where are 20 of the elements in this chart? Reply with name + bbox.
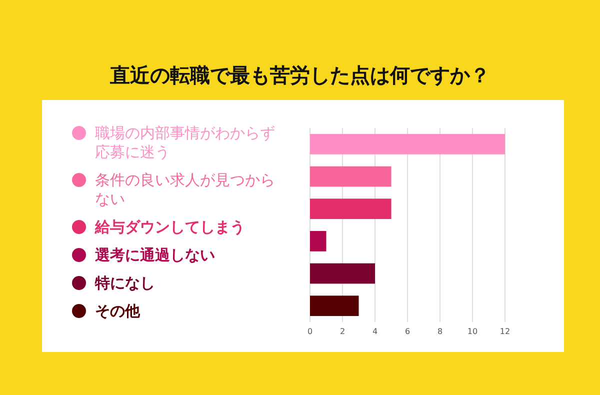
x-tick-label: 4 [372,327,378,336]
y-tick-label: 選考に通過しない [94,246,215,264]
x-tick-label: 8 [437,327,443,336]
bar [310,166,392,187]
chart-title: 直近の転職で最も苦労した点は何ですか？ [109,63,490,87]
x-tick-label: 10 [467,327,478,336]
y-tick-label: 給与ダウンしてしまう [94,218,245,236]
y-tick-label: その他 [95,302,141,320]
y-tick-label: 特になし [94,274,155,292]
y-tick-label: 職場の内部事情がわからず応募に迷う [95,124,275,161]
bar [310,296,359,316]
x-tick-label: 6 [404,327,410,336]
x-tick-label: 2 [340,327,346,336]
bar [310,230,326,252]
x-tick-label: 0 [307,327,313,336]
bar [310,263,375,284]
y-tick-label: 条件の良い求人が見つからない [95,171,275,208]
x-tick-label: 12 [500,327,510,336]
bar [310,134,505,154]
bar [310,198,392,220]
